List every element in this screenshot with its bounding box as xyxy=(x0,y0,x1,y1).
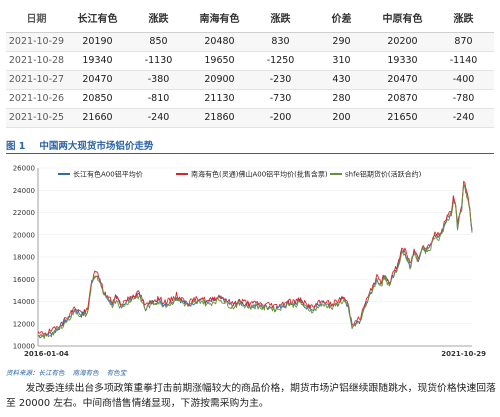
source-youse: 有色宝 xyxy=(106,369,127,377)
commentary-paragraph: 发改委连续出台多项政策重拳打击前期涨幅较大的商品价格，期货市场沪铝继续跟随跳水，… xyxy=(6,383,496,409)
table-row: 2021-10-25 21660 -240 21860 -200 200 21650 -240 xyxy=(6,108,494,128)
cell-zhongyuan: 19330 xyxy=(372,51,433,71)
cell-date: 2021-10-25 xyxy=(6,108,67,128)
cell-change-1: -1130 xyxy=(128,51,189,71)
cell-zhongyuan: 21650 xyxy=(372,108,433,128)
cell-change-1: -380 xyxy=(128,70,189,90)
y-tick-label: 24000 xyxy=(13,187,35,195)
table-row: 2021-10-28 19340 -1130 19650 -1250 310 19330 -1… xyxy=(6,51,494,71)
cell-change-2: 830 xyxy=(250,32,311,52)
source-line: 资料来源：长江有色 南海有色 有色宝 xyxy=(6,367,132,377)
cell-change-3: -1140 xyxy=(433,51,494,71)
header-spread: 价差 xyxy=(311,4,372,33)
y-tick-label: 26000 xyxy=(13,165,35,173)
cell-date: 2021-10-29 xyxy=(6,32,67,52)
source-label: 资料来源：长江有色 xyxy=(6,369,65,377)
table-row: 2021-10-27 20470 -380 20900 -230 430 20470 -400 xyxy=(6,70,494,90)
table-row: 2021-10-26 20850 -810 21130 -730 280 20870 -780 xyxy=(6,89,494,109)
cell-date: 2021-10-26 xyxy=(6,89,67,109)
table-body: 2021-10-29 20190 850 20480 830 290 20200 870 202… xyxy=(6,32,494,128)
cell-nanhai: 20900 xyxy=(189,70,250,90)
cell-change-2: -1250 xyxy=(250,51,311,71)
header-change-2: 涨跌 xyxy=(250,4,311,33)
y-tick-label: 18000 xyxy=(13,254,35,262)
y-tick-label: 14000 xyxy=(13,298,35,306)
header-date: 日期 xyxy=(6,4,67,33)
cell-date: 2021-10-28 xyxy=(6,51,67,71)
cell-change-3: -780 xyxy=(433,89,494,109)
figure-title: 中国两大现货市场铝价走势 xyxy=(39,141,154,152)
series-line-1 xyxy=(37,183,473,339)
source-nanhai: 南海有色 xyxy=(72,369,99,377)
y-tick-label: 16000 xyxy=(13,276,35,284)
figure-number: 图 1 xyxy=(6,141,26,152)
legend-label: 长江有色A00铝平均价 xyxy=(73,170,143,179)
header-change-1: 涨跌 xyxy=(128,4,189,33)
price-chart: 10000 12000 14000 16000 18000 20000 22000 24000… xyxy=(0,156,500,370)
cell-spread: 290 xyxy=(311,32,372,52)
legend-label: 南海有色(灵通)佛山A00铝平均价(批售含票) xyxy=(191,170,328,179)
cell-zhongyuan: 20200 xyxy=(372,32,433,52)
x-tick-label: 2021-10-29 xyxy=(441,350,486,358)
table-row: 2021-10-29 20190 850 20480 830 290 20200 870 xyxy=(6,32,494,52)
cell-date: 2021-10-27 xyxy=(6,70,67,90)
cell-nanhai: 20480 xyxy=(189,32,250,52)
cell-zhongyuan: 20470 xyxy=(372,70,433,90)
cell-change-2: -730 xyxy=(250,89,311,109)
cell-change-1: -810 xyxy=(128,89,189,109)
series-line-3 xyxy=(37,183,473,340)
cell-change-3: -240 xyxy=(433,108,494,128)
cell-change-2: -200 xyxy=(250,108,311,128)
cell-change-2: -230 xyxy=(250,70,311,90)
cell-spread: 200 xyxy=(311,108,372,128)
price-table: 日期 长江有色 涨跌 南海有色 涨跌 价差 中原有色 涨跌 2021-10-29… xyxy=(6,4,494,128)
x-tick-label: 2016-01-04 xyxy=(24,350,69,358)
figure-caption: 图 1 中国两大现货市场铝价走势 xyxy=(6,138,494,154)
header-changjiang: 长江有色 xyxy=(67,4,128,33)
cell-spread: 280 xyxy=(311,89,372,109)
header-nanhai: 南海有色 xyxy=(189,4,250,33)
cell-nanhai: 19650 xyxy=(189,51,250,71)
y-tick-label: 10000 xyxy=(13,343,35,351)
cell-change-1: -240 xyxy=(128,108,189,128)
cell-spread: 310 xyxy=(311,51,372,71)
header-zhongyuan: 中原有色 xyxy=(372,4,433,33)
legend-label: shfe铝期货价(活跃合约) xyxy=(345,170,422,179)
header-change-3: 涨跌 xyxy=(433,4,494,33)
cell-change-1: 850 xyxy=(128,32,189,52)
y-tick-label: 20000 xyxy=(13,231,35,239)
cell-nanhai: 21860 xyxy=(189,108,250,128)
cell-changjiang: 20190 xyxy=(67,32,128,52)
cell-change-3: -400 xyxy=(433,70,494,90)
cell-changjiang: 20850 xyxy=(67,89,128,109)
table-header-row: 日期 长江有色 涨跌 南海有色 涨跌 价差 中原有色 涨跌 xyxy=(6,4,494,33)
series-line-2 xyxy=(37,180,473,336)
y-tick-label: 12000 xyxy=(13,320,35,328)
cell-changjiang: 20470 xyxy=(67,70,128,90)
y-tick-label: 22000 xyxy=(13,209,35,217)
cell-nanhai: 21130 xyxy=(189,89,250,109)
cell-changjiang: 19340 xyxy=(67,51,128,71)
cell-change-3: 870 xyxy=(433,32,494,52)
cell-zhongyuan: 20870 xyxy=(372,89,433,109)
cell-changjiang: 21660 xyxy=(67,108,128,128)
cell-spread: 430 xyxy=(311,70,372,90)
price-chart-svg: 10000 12000 14000 16000 18000 20000 22000 24000… xyxy=(13,165,486,359)
